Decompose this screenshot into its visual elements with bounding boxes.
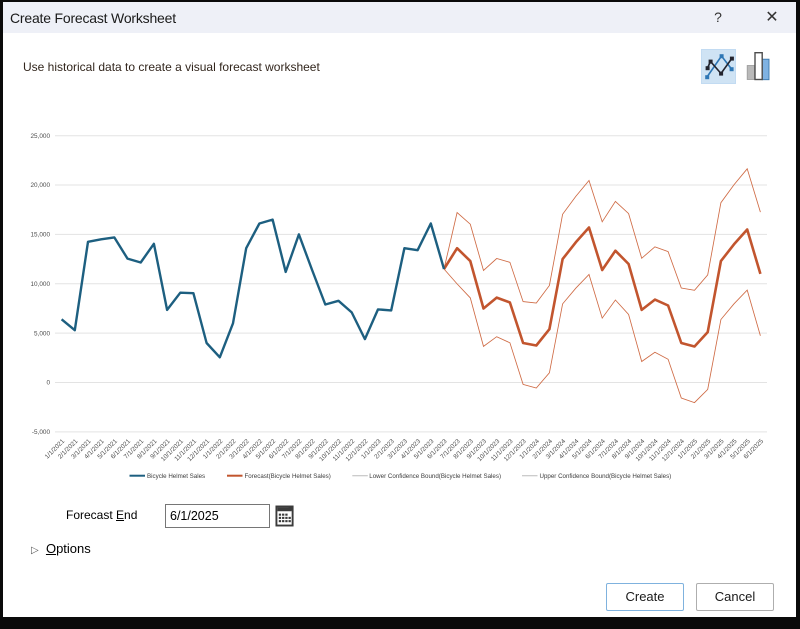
svg-text:Lower Confidence Bound(Bicycle: Lower Confidence Bound(Bicycle Helmet Sa… xyxy=(369,473,501,480)
svg-text:5,000: 5,000 xyxy=(34,330,50,337)
svg-text:Forecast(Bicycle Helmet Sales): Forecast(Bicycle Helmet Sales) xyxy=(245,473,331,480)
svg-text:10,000: 10,000 xyxy=(30,281,50,288)
svg-text:Bicycle Helmet Sales: Bicycle Helmet Sales xyxy=(147,473,205,480)
svg-text:25,000: 25,000 xyxy=(30,133,50,140)
svg-text:15,000: 15,000 xyxy=(30,232,50,239)
svg-text:20,000: 20,000 xyxy=(30,182,50,189)
svg-text:Upper Confidence Bound(Bicycle: Upper Confidence Bound(Bicycle Helmet Sa… xyxy=(540,473,672,480)
svg-text:-5,000: -5,000 xyxy=(32,429,51,436)
svg-text:0: 0 xyxy=(46,380,50,387)
